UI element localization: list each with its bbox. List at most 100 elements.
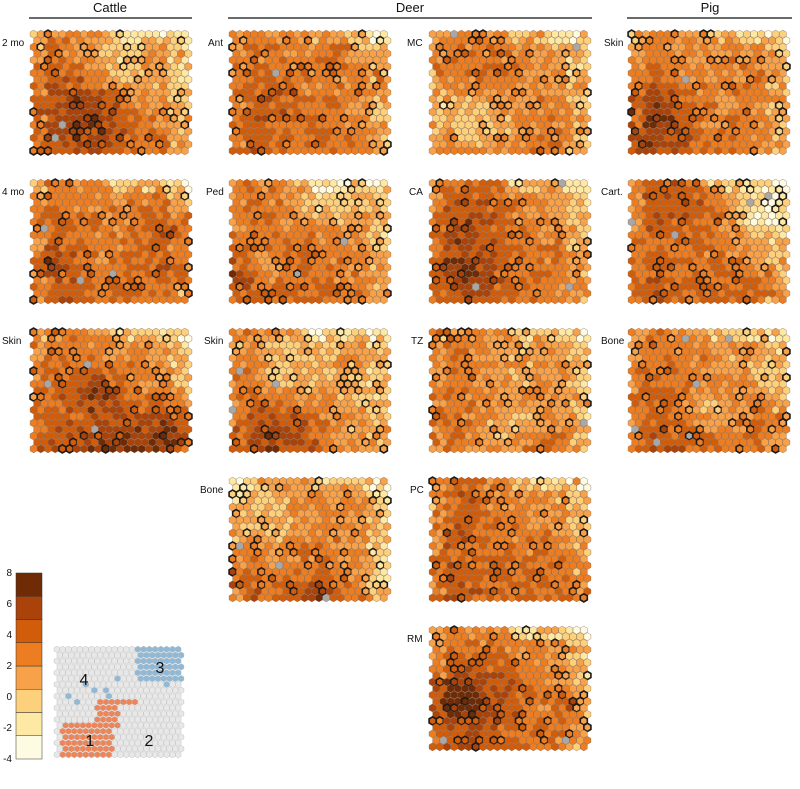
- hex-cell: [58, 120, 67, 130]
- hex-cell: [101, 68, 110, 78]
- hex-cell: [562, 114, 570, 123]
- hex-cell: [144, 68, 154, 79]
- hex-cell: [380, 42, 388, 52]
- hex-cell: [268, 198, 276, 207]
- hex-cell: [504, 671, 512, 680]
- hex-cell: [347, 424, 356, 435]
- hex-cell: [264, 340, 273, 350]
- hex-cell: [493, 444, 502, 454]
- hex-cell: [479, 528, 487, 538]
- hex-cell: [166, 282, 175, 292]
- hex-cell: [344, 29, 352, 39]
- hex-cell: [486, 178, 494, 188]
- hex-cell: [51, 217, 59, 227]
- hex-cell: [253, 210, 263, 221]
- hex-cell: [264, 178, 273, 189]
- hex-cell: [76, 334, 85, 343]
- hex-cell: [55, 250, 63, 259]
- hex-cell: [47, 412, 56, 421]
- hex-cell: [439, 535, 448, 544]
- hex-cell: [155, 36, 164, 45]
- hex-cell: [76, 399, 85, 408]
- hex-cell: [383, 88, 392, 97]
- hex-cell: [55, 140, 63, 149]
- hex-cell: [536, 431, 545, 441]
- hex-cell: [261, 127, 269, 136]
- hex-cell: [250, 107, 258, 117]
- hex-cell: [264, 353, 273, 364]
- hex-cell: [181, 178, 189, 188]
- hex-cell: [354, 262, 363, 273]
- hex-cell: [583, 140, 592, 149]
- hex-cell: [297, 587, 305, 596]
- hex-cell: [514, 178, 524, 189]
- hex-cell: [37, 29, 45, 39]
- hex-cell: [236, 593, 244, 603]
- hex-cell: [526, 496, 534, 505]
- hex-cell: [508, 703, 516, 713]
- hex-cell: [308, 593, 316, 603]
- hex-cell: [311, 127, 320, 136]
- hex-cell: [87, 431, 95, 441]
- som-panel: [428, 178, 592, 305]
- hex-cell: [29, 120, 38, 130]
- hex-cell: [279, 55, 287, 65]
- hex-cell: [152, 431, 160, 441]
- hex-cell: [347, 334, 356, 343]
- hex-cell: [354, 140, 363, 149]
- hex-cell: [329, 256, 338, 266]
- hex-cell: [152, 81, 160, 91]
- hex-cell: [372, 430, 381, 441]
- hex-cell: [127, 185, 135, 194]
- hex-cell: [436, 515, 444, 525]
- hex-cell: [94, 68, 103, 78]
- hex-cell: [29, 379, 38, 389]
- hex-cell: [383, 127, 392, 136]
- hex-cell: [461, 438, 469, 447]
- hex-cell: [232, 587, 240, 596]
- hex-cell: [65, 191, 74, 201]
- hex-cell: [475, 276, 484, 285]
- hex-cell: [87, 191, 95, 201]
- hex-cell: [58, 178, 67, 188]
- hex-cell: [515, 42, 523, 52]
- hex-cell: [239, 509, 248, 518]
- hex-cell: [369, 509, 377, 518]
- hex-cell: [300, 281, 309, 292]
- hex-cell: [228, 94, 237, 104]
- hex-cell: [105, 263, 113, 272]
- hex-cell: [500, 625, 509, 635]
- hex-cell: [300, 580, 309, 590]
- hex-cell: [583, 548, 592, 557]
- hex-cell: [152, 256, 160, 266]
- hex-cell: [264, 29, 273, 39]
- hex-cell: [141, 373, 149, 382]
- hex-cell: [468, 237, 476, 246]
- hex-cell: [261, 535, 269, 544]
- hex-cell: [472, 625, 480, 635]
- hex-cell: [446, 710, 455, 719]
- hex-cell: [565, 191, 574, 201]
- hex-cell: [65, 29, 74, 39]
- hex-cell: [450, 29, 458, 39]
- hex-cell: [176, 437, 186, 448]
- hex-cell: [511, 386, 520, 395]
- hex-cell: [475, 386, 484, 395]
- hex-cell: [318, 412, 327, 421]
- hex-cell: [354, 496, 363, 505]
- hex-cell: [383, 587, 392, 596]
- hex-cell: [439, 483, 448, 492]
- hex-cell: [508, 178, 516, 188]
- hex-cell: [249, 242, 259, 253]
- hex-cell: [547, 237, 556, 246]
- hex-cell: [249, 55, 259, 66]
- hex-cell: [461, 334, 469, 343]
- hex-cell: [529, 540, 538, 551]
- hex-cell: [436, 120, 444, 130]
- hex-cell: [436, 593, 444, 603]
- hex-cell: [137, 133, 146, 143]
- hex-cell: [315, 327, 323, 337]
- hex-cell: [479, 327, 487, 337]
- hex-cell: [279, 94, 287, 104]
- hex-cell: [326, 373, 334, 382]
